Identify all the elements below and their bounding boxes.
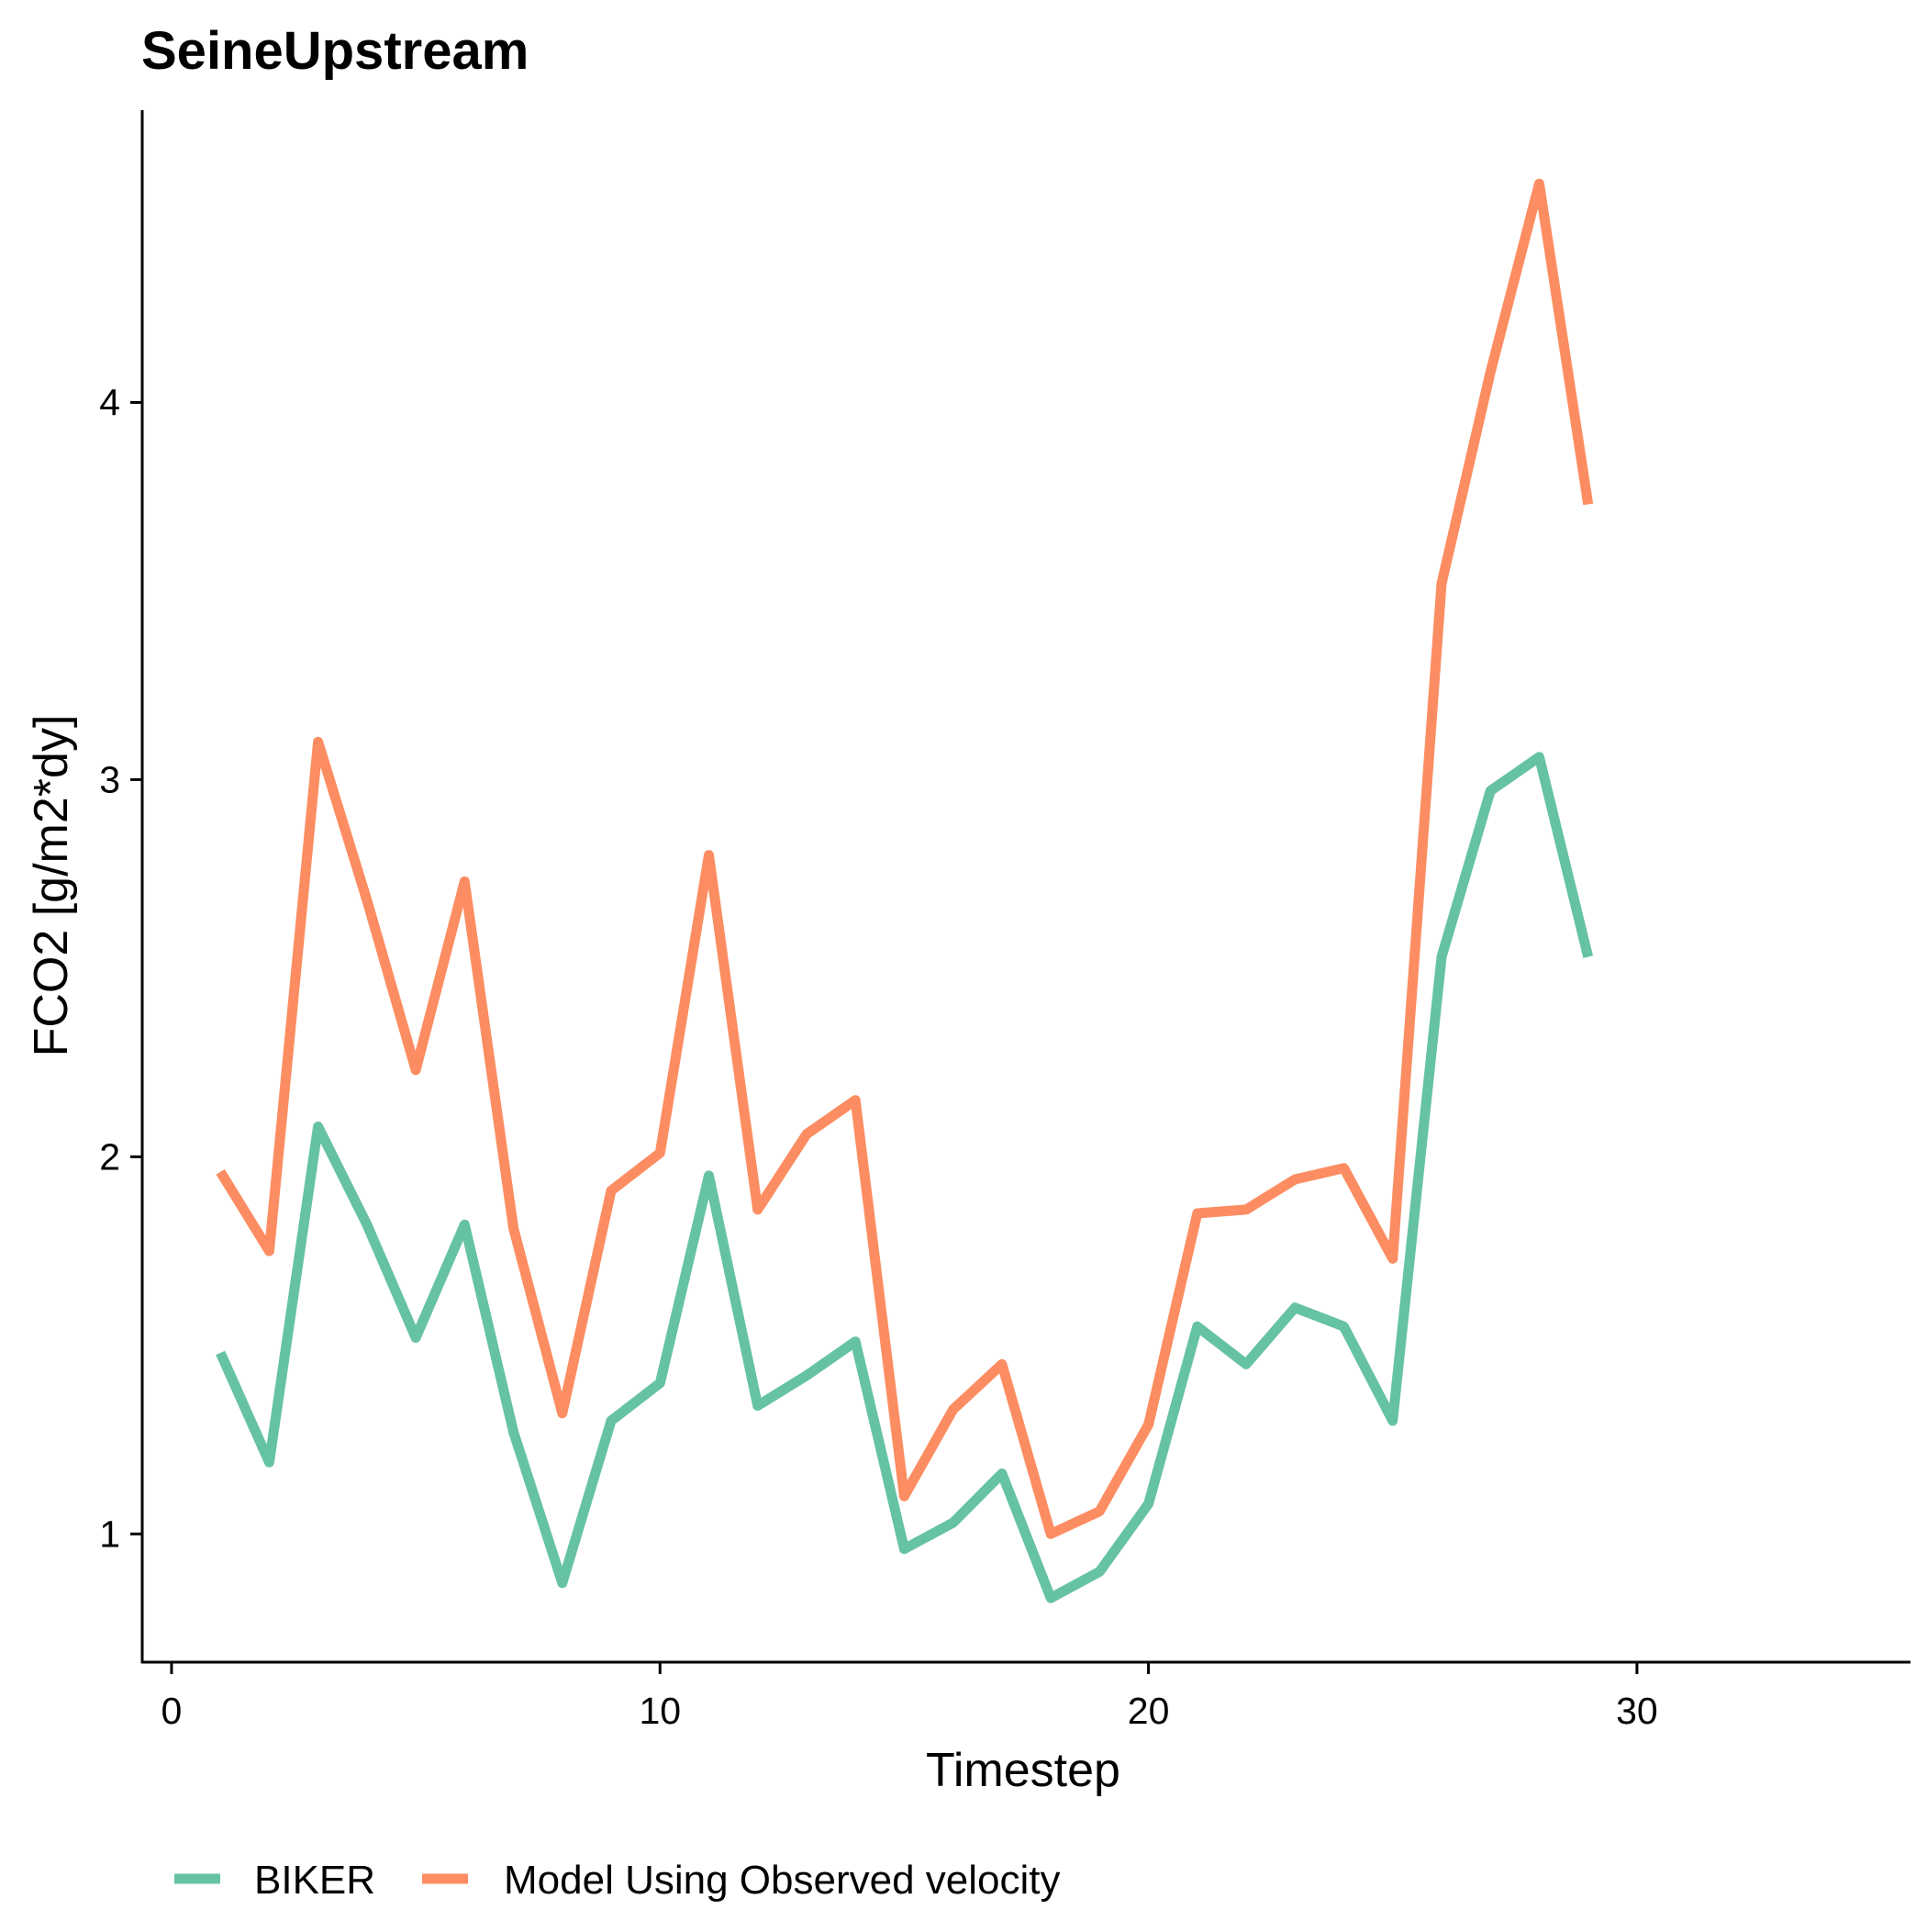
- x-axis-ticks: 0 10 20 30: [162, 1662, 1658, 1732]
- legend-item: Model Using Observed velocity: [422, 1858, 1060, 1903]
- y-tick-label: 4: [99, 381, 120, 423]
- chart-title: SeineUpstream: [141, 21, 529, 81]
- x-tick-label: 20: [1128, 1690, 1170, 1732]
- series-line-biker: [216, 752, 1594, 1603]
- x-axis-title: Timestep: [926, 1744, 1120, 1797]
- legend-label: Model Using Observed velocity: [504, 1858, 1060, 1903]
- series-line-model: [216, 178, 1594, 1539]
- legend-item: BIKER: [174, 1858, 375, 1903]
- legend-label: BIKER: [254, 1858, 375, 1903]
- y-tick-label: 2: [99, 1135, 120, 1178]
- y-axis-ticks: 1 2 3 4: [99, 381, 142, 1555]
- x-tick-label: 10: [639, 1690, 681, 1732]
- x-tick-label: 0: [162, 1690, 183, 1732]
- x-tick-label: 30: [1616, 1690, 1658, 1732]
- legend: BIKER Model Using Observed velocity: [174, 1858, 1060, 1903]
- series-lines: [216, 178, 1594, 1603]
- y-axis-title: FCO2 [g/m2*dy]: [25, 715, 78, 1057]
- y-tick-label: 1: [99, 1513, 120, 1555]
- y-tick-label: 3: [99, 758, 120, 800]
